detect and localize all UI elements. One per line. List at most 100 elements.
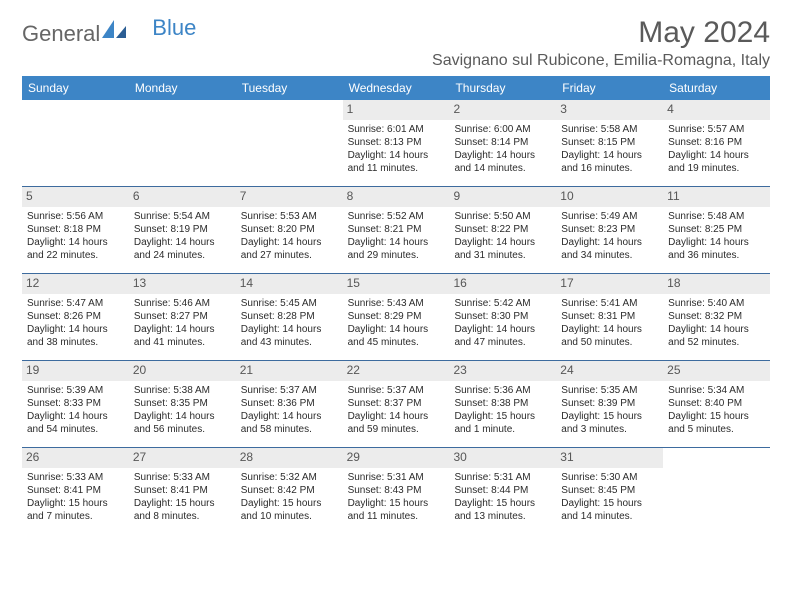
- sunset-text: Sunset: 8:42 PM: [241, 484, 338, 497]
- sunset-text: Sunset: 8:22 PM: [454, 223, 551, 236]
- day-number: 2: [449, 100, 556, 120]
- daylight-text: Daylight: 14 hours and 11 minutes.: [348, 149, 445, 175]
- sunrise-text: Sunrise: 5:39 AM: [27, 384, 124, 397]
- sunset-text: Sunset: 8:40 PM: [668, 397, 765, 410]
- sunset-text: Sunset: 8:16 PM: [668, 136, 765, 149]
- sunset-text: Sunset: 8:25 PM: [668, 223, 765, 236]
- weekday-header-row: Sunday Monday Tuesday Wednesday Thursday…: [22, 76, 770, 100]
- sunrise-text: Sunrise: 5:37 AM: [241, 384, 338, 397]
- weekday-header: Saturday: [663, 76, 770, 100]
- day-number: 5: [22, 187, 129, 207]
- daylight-text: Daylight: 14 hours and 47 minutes.: [454, 323, 551, 349]
- sunrise-text: Sunrise: 5:35 AM: [561, 384, 658, 397]
- sunset-text: Sunset: 8:28 PM: [241, 310, 338, 323]
- daylight-text: Daylight: 14 hours and 56 minutes.: [134, 410, 231, 436]
- sunrise-text: Sunrise: 5:33 AM: [134, 471, 231, 484]
- day-number: 8: [343, 187, 450, 207]
- day-cell: 20Sunrise: 5:38 AMSunset: 8:35 PMDayligh…: [129, 361, 236, 447]
- sunrise-text: Sunrise: 5:42 AM: [454, 297, 551, 310]
- day-cell: 1Sunrise: 6:01 AMSunset: 8:13 PMDaylight…: [343, 100, 450, 186]
- day-number: 25: [663, 361, 770, 381]
- sunset-text: Sunset: 8:43 PM: [348, 484, 445, 497]
- logo-sail-icon: [102, 20, 128, 48]
- sunrise-text: Sunrise: 5:46 AM: [134, 297, 231, 310]
- daylight-text: Daylight: 15 hours and 11 minutes.: [348, 497, 445, 523]
- day-cell: .: [129, 100, 236, 186]
- daylight-text: Daylight: 14 hours and 34 minutes.: [561, 236, 658, 262]
- day-cell: 16 Sunrise: 5:42 AMSunset: 8:30 PMDayligh…: [449, 274, 556, 360]
- daylight-text: Daylight: 14 hours and 54 minutes.: [27, 410, 124, 436]
- sunrise-text: Sunrise: 5:57 AM: [668, 123, 765, 136]
- day-number: 4: [663, 100, 770, 120]
- daylight-text: Daylight: 15 hours and 8 minutes.: [134, 497, 231, 523]
- day-cell: 30Sunrise: 5:31 AMSunset: 8:44 PMDayligh…: [449, 448, 556, 534]
- day-number: 16: [449, 274, 556, 294]
- sunrise-text: Sunrise: 5:48 AM: [668, 210, 765, 223]
- day-number: 23: [449, 361, 556, 381]
- sunset-text: Sunset: 8:19 PM: [134, 223, 231, 236]
- daylight-text: Daylight: 14 hours and 27 minutes.: [241, 236, 338, 262]
- sunset-text: Sunset: 8:33 PM: [27, 397, 124, 410]
- sunset-text: Sunset: 8:35 PM: [134, 397, 231, 410]
- day-number: 21: [236, 361, 343, 381]
- day-cell: 13Sunrise: 5:46 AMSunset: 8:27 PMDayligh…: [129, 274, 236, 360]
- day-cell: 4Sunrise: 5:57 AMSunset: 8:16 PMDaylight…: [663, 100, 770, 186]
- sunrise-text: Sunrise: 5:32 AM: [241, 471, 338, 484]
- day-number: 14: [236, 274, 343, 294]
- day-cell: .: [236, 100, 343, 186]
- day-cell: 17Sunrise: 5:41 AMSunset: 8:31 PMDayligh…: [556, 274, 663, 360]
- daylight-text: Daylight: 14 hours and 58 minutes.: [241, 410, 338, 436]
- day-number: 24: [556, 361, 663, 381]
- daylight-text: Daylight: 14 hours and 22 minutes.: [27, 236, 124, 262]
- day-cell: 15Sunrise: 5:43 AMSunset: 8:29 PMDayligh…: [343, 274, 450, 360]
- daylight-text: Daylight: 14 hours and 52 minutes.: [668, 323, 765, 349]
- day-number: 9: [449, 187, 556, 207]
- daylight-text: Daylight: 14 hours and 50 minutes.: [561, 323, 658, 349]
- month-title: May 2024: [432, 16, 770, 50]
- day-cell: 22Sunrise: 5:37 AMSunset: 8:37 PMDayligh…: [343, 361, 450, 447]
- daylight-text: Daylight: 15 hours and 13 minutes.: [454, 497, 551, 523]
- sunset-text: Sunset: 8:27 PM: [134, 310, 231, 323]
- sunset-text: Sunset: 8:21 PM: [348, 223, 445, 236]
- weekday-header: Thursday: [449, 76, 556, 100]
- weekday-header: Friday: [556, 76, 663, 100]
- day-cell: 7Sunrise: 5:53 AMSunset: 8:20 PMDaylight…: [236, 187, 343, 273]
- day-number: 17: [556, 274, 663, 294]
- sunset-text: Sunset: 8:26 PM: [27, 310, 124, 323]
- day-cell: 27Sunrise: 5:33 AMSunset: 8:41 PMDayligh…: [129, 448, 236, 534]
- day-number: 7: [236, 187, 343, 207]
- weekday-header: Sunday: [22, 76, 129, 100]
- daylight-text: Daylight: 14 hours and 43 minutes.: [241, 323, 338, 349]
- daylight-text: Daylight: 14 hours and 16 minutes.: [561, 149, 658, 175]
- day-number: 6: [129, 187, 236, 207]
- sunrise-text: Sunrise: 5:31 AM: [454, 471, 551, 484]
- week-row: 26Sunrise: 5:33 AMSunset: 8:41 PMDayligh…: [22, 447, 770, 534]
- sunset-text: Sunset: 8:13 PM: [348, 136, 445, 149]
- day-number: 28: [236, 448, 343, 468]
- sunrise-text: Sunrise: 5:50 AM: [454, 210, 551, 223]
- week-row: ...1Sunrise: 6:01 AMSunset: 8:13 PMDayli…: [22, 100, 770, 186]
- day-cell: 2Sunrise: 6:00 AMSunset: 8:14 PMDaylight…: [449, 100, 556, 186]
- day-cell: 28Sunrise: 5:32 AMSunset: 8:42 PMDayligh…: [236, 448, 343, 534]
- sunrise-text: Sunrise: 5:34 AM: [668, 384, 765, 397]
- week-row: 12Sunrise: 5:47 AMSunset: 8:26 PMDayligh…: [22, 273, 770, 360]
- daylight-text: Daylight: 14 hours and 36 minutes.: [668, 236, 765, 262]
- day-cell: 24Sunrise: 5:35 AMSunset: 8:39 PMDayligh…: [556, 361, 663, 447]
- sunrise-text: Sunrise: 5:40 AM: [668, 297, 765, 310]
- sunrise-text: Sunrise: 5:36 AM: [454, 384, 551, 397]
- day-number: 13: [129, 274, 236, 294]
- day-number: 20: [129, 361, 236, 381]
- sunset-text: Sunset: 8:30 PM: [454, 310, 551, 323]
- daylight-text: Daylight: 14 hours and 38 minutes.: [27, 323, 124, 349]
- daylight-text: Daylight: 15 hours and 1 minute.: [454, 410, 551, 436]
- sunset-text: Sunset: 8:15 PM: [561, 136, 658, 149]
- day-cell: 8Sunrise: 5:52 AMSunset: 8:21 PMDaylight…: [343, 187, 450, 273]
- sunrise-text: Sunrise: 5:49 AM: [561, 210, 658, 223]
- weekday-header: Monday: [129, 76, 236, 100]
- day-number: 19: [22, 361, 129, 381]
- calendar-grid: Sunday Monday Tuesday Wednesday Thursday…: [22, 76, 770, 534]
- sunset-text: Sunset: 8:20 PM: [241, 223, 338, 236]
- sunrise-text: Sunrise: 5:41 AM: [561, 297, 658, 310]
- sunrise-text: Sunrise: 5:31 AM: [348, 471, 445, 484]
- sunset-text: Sunset: 8:41 PM: [27, 484, 124, 497]
